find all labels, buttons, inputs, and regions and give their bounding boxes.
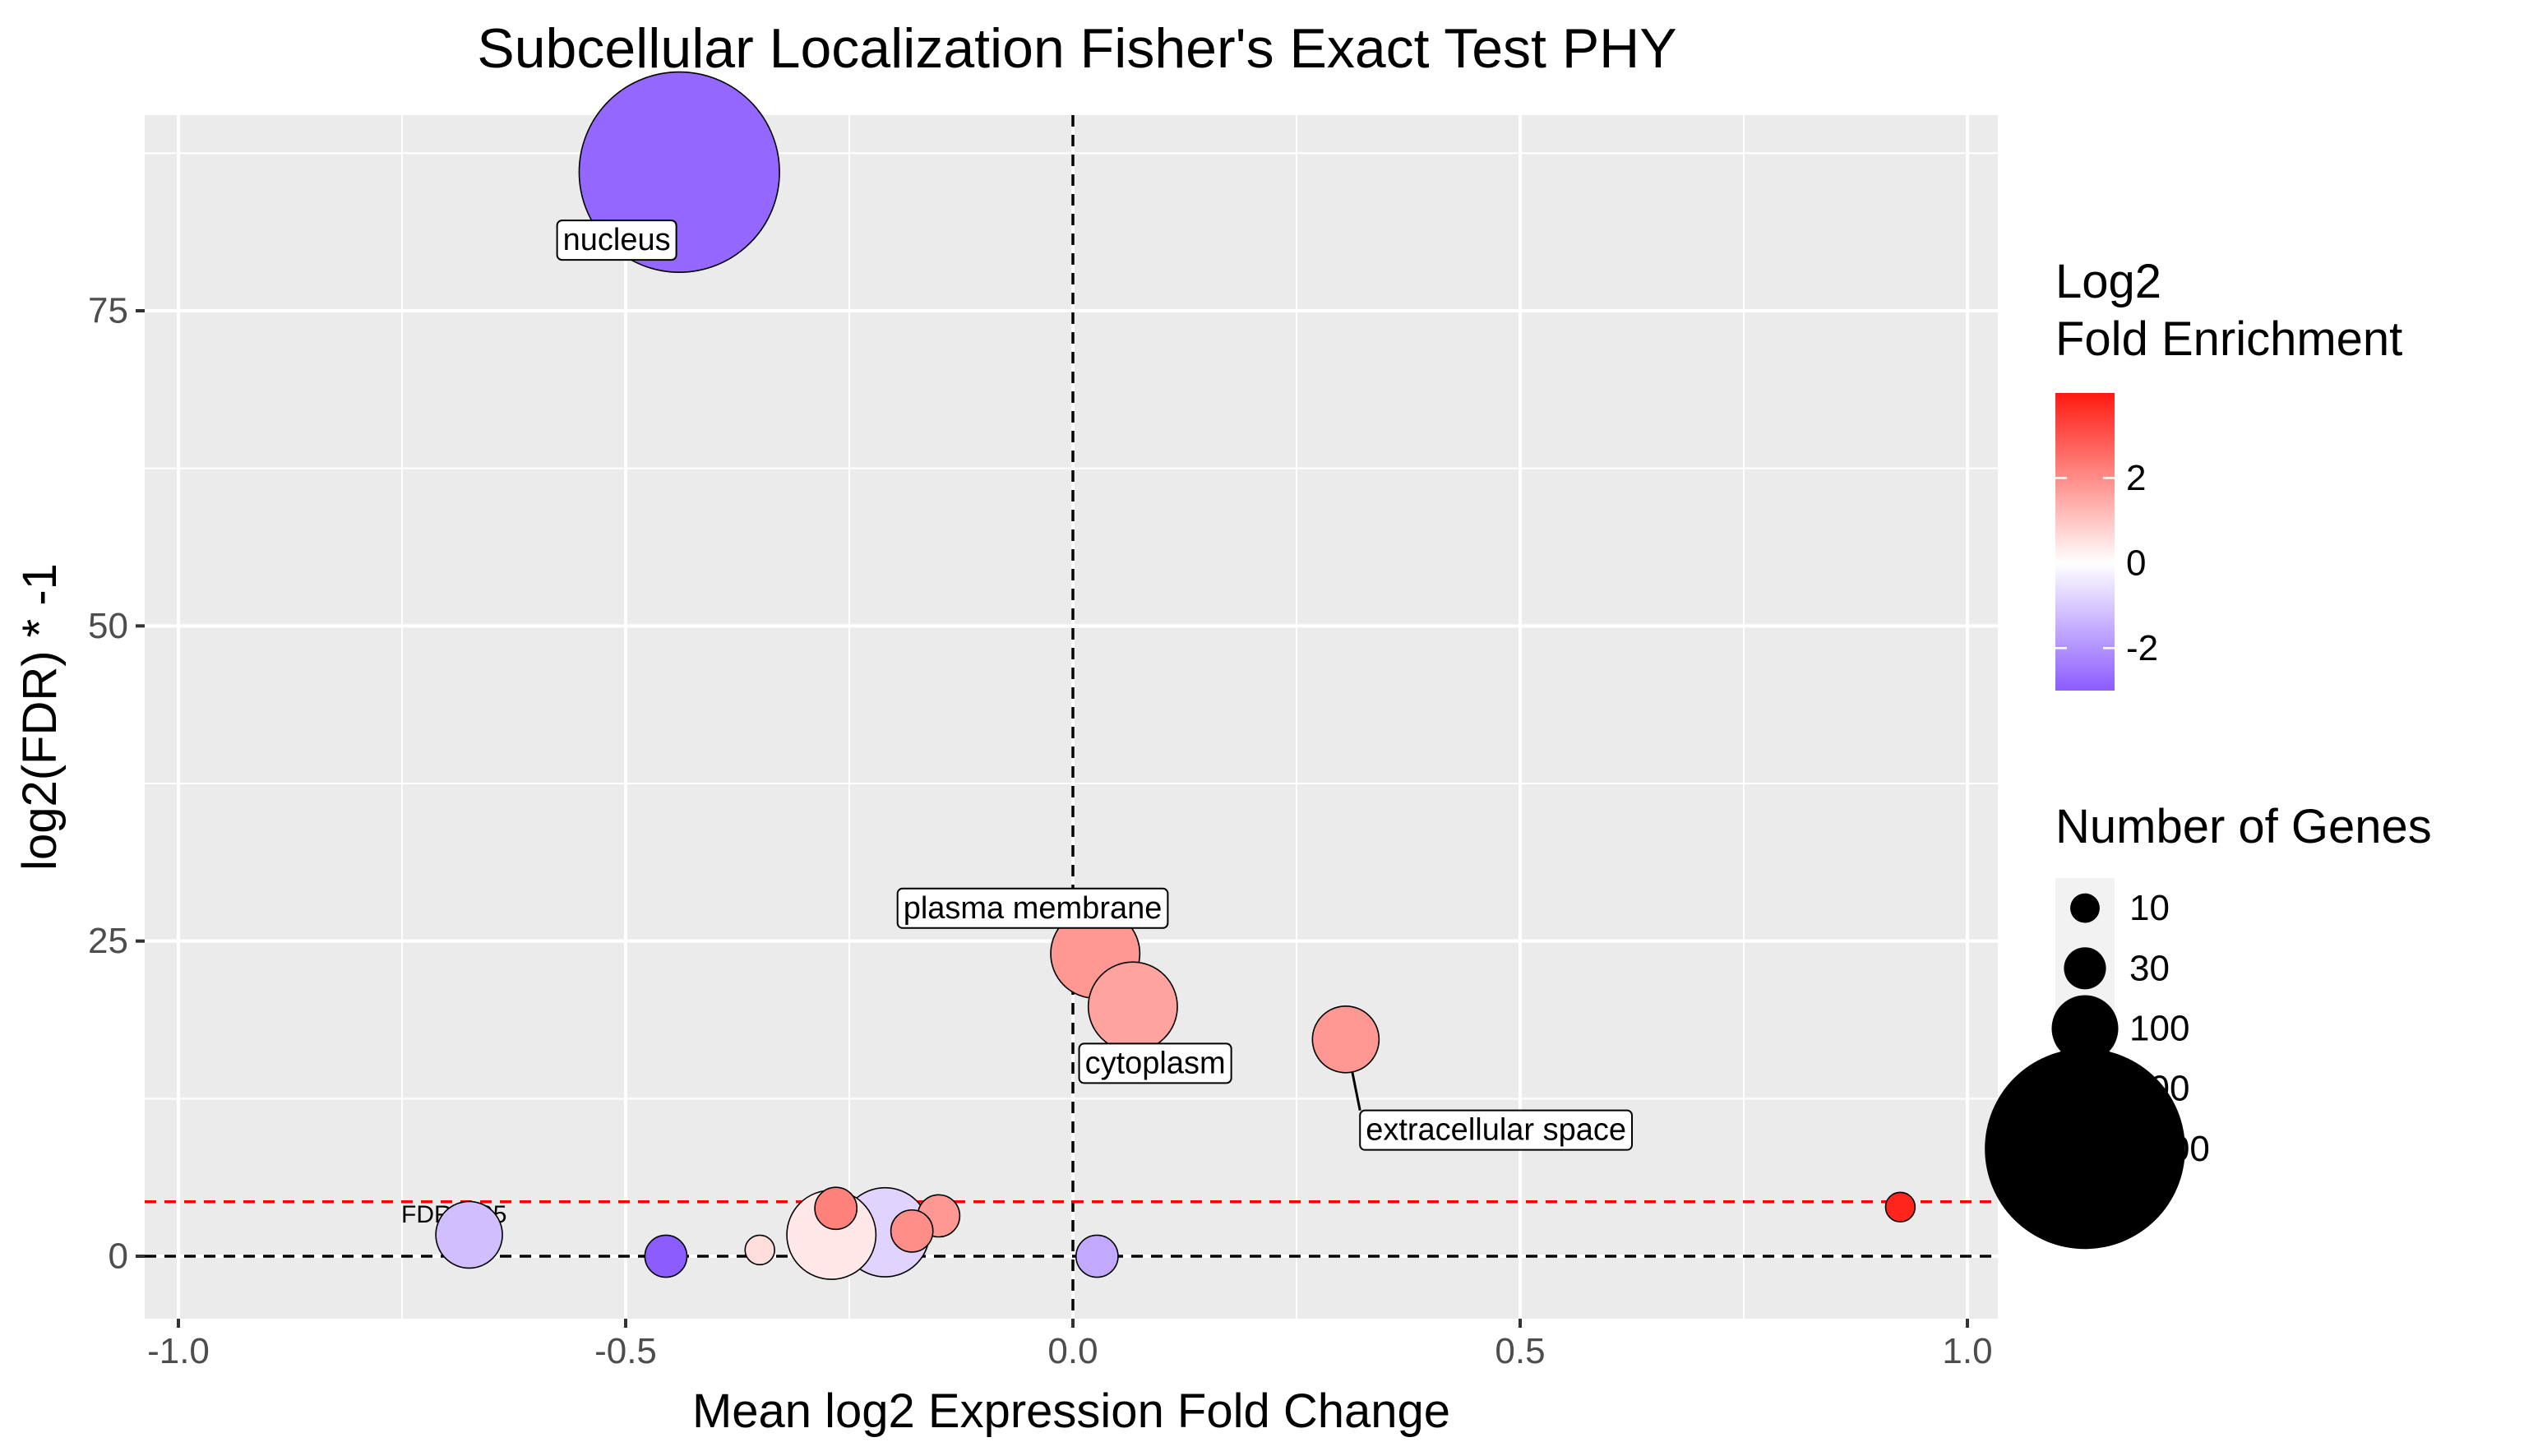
x-axis-tick-label: 0.5 — [1495, 1331, 1545, 1371]
color-legend-tick-label: -2 — [2126, 628, 2158, 668]
point-labels: nucleus plasma membrane cytoplasm extracell… — [556, 220, 1634, 1151]
x-axis-tick-label: -0.5 — [594, 1331, 657, 1371]
size-legend-key — [1985, 1048, 2185, 1250]
point-label-text: nucleus — [563, 223, 671, 257]
y-axis-tick-label: 50 — [88, 606, 128, 646]
point-label-text: cytoplasm — [1085, 1046, 1226, 1080]
reference-lines — [145, 115, 1998, 1319]
point-label-box — [896, 887, 1169, 929]
data-point — [814, 1186, 858, 1231]
size-legend-key — [2070, 893, 2100, 923]
size-legend-label: 10 — [2129, 888, 2170, 928]
x-axis-title: Mean log2 Expression Fold Change — [692, 1384, 1450, 1438]
chart-title: Subcellular Localization Fisher's Exact … — [477, 17, 1676, 80]
data-point — [435, 1200, 503, 1269]
color-legend-tick-label: 0 — [2126, 543, 2146, 583]
data-point — [1311, 1005, 1380, 1074]
color-legend-title-line2: Fold Enrichment — [2055, 312, 2402, 366]
point-label: cytoplasm — [1078, 1042, 1232, 1084]
x-axis: -1.0 -0.5 0.0 0.5 1.0 — [147, 1319, 1993, 1371]
point-label-box — [1359, 1109, 1634, 1151]
point-label-box — [556, 220, 677, 261]
size-legend-keys: 10301002001200 — [1985, 888, 2210, 1250]
x-axis-tick-label: 0.0 — [1047, 1331, 1098, 1371]
size-legend-key — [2051, 995, 2119, 1062]
y-axis-tick-label: 0 — [109, 1236, 128, 1277]
y-axis-title: log2(FDR) * -1 — [13, 563, 67, 871]
point-label: plasma membrane — [896, 887, 1169, 929]
data-point — [1884, 1191, 1916, 1223]
color-legend-ticks: 2 0 -2 — [2055, 458, 2158, 668]
color-legend-tick-label: 2 — [2126, 458, 2146, 498]
size-legend: Number of Genes 10301002001200 — [1985, 800, 2432, 1250]
size-legend-key — [2064, 947, 2106, 990]
color-legend-bar — [2055, 393, 2115, 691]
data-point — [644, 1234, 688, 1278]
color-legend: Log2 Fold Enrichment 2 0 -2 — [2055, 255, 2402, 691]
y-axis-tick-label: 25 — [88, 921, 128, 961]
x-axis-tick-label: -1.0 — [147, 1331, 210, 1371]
x-axis-tick-label: 1.0 — [1942, 1331, 1992, 1371]
point-label: nucleus — [556, 220, 677, 261]
data-point — [890, 1209, 934, 1253]
color-legend-title-line1: Log2 — [2055, 255, 2161, 308]
data-point — [1075, 1234, 1119, 1278]
y-axis-tick-label: 75 — [88, 291, 128, 331]
point-label-box — [1078, 1042, 1232, 1084]
size-legend-label: 30 — [2129, 948, 2170, 988]
point-label: extracellular space — [1359, 1109, 1634, 1151]
point-label-text: extracellular space — [1366, 1113, 1626, 1148]
y-axis: 0 25 50 75 — [88, 291, 145, 1277]
data-point — [1087, 961, 1178, 1052]
point-label-text: plasma membrane — [904, 891, 1163, 926]
size-legend-label: 100 — [2129, 1009, 2189, 1049]
size-legend-title: Number of Genes — [2055, 800, 2432, 853]
size-legend-label: 1200 — [2129, 1129, 2210, 1169]
data-point — [744, 1234, 775, 1266]
